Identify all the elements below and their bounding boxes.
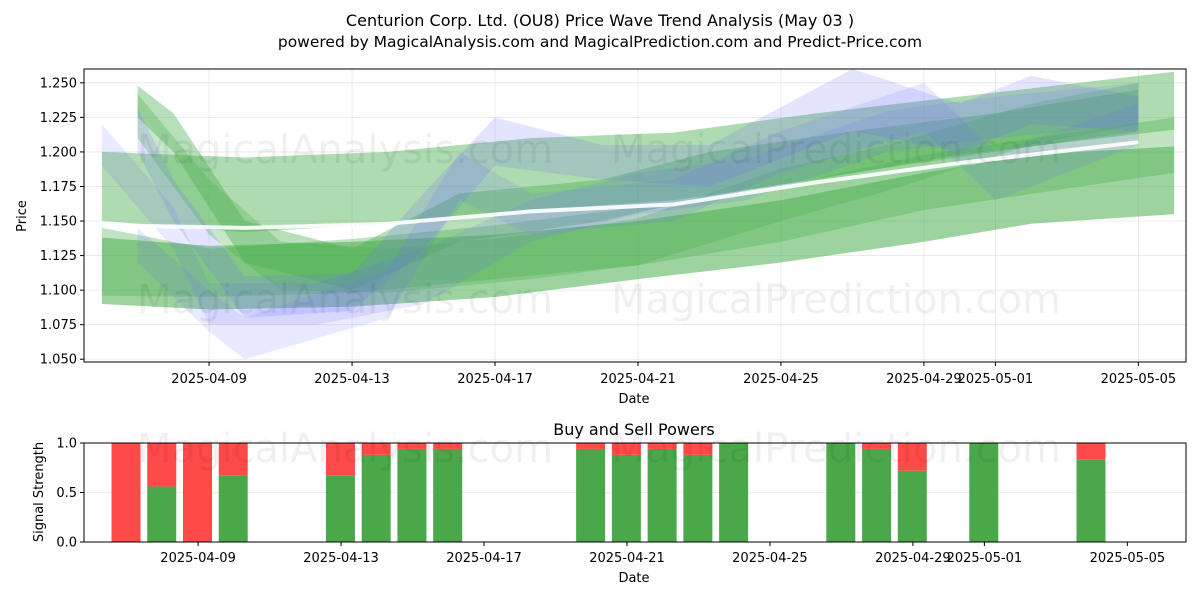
y-tick-label: 1.050	[40, 353, 77, 368]
x-tick-label: 2025-04-13	[303, 551, 379, 566]
green-wave-band-4	[137, 82, 1139, 293]
buy-bar	[361, 454, 391, 542]
sell-bar	[218, 443, 248, 476]
white-trend-line	[101, 140, 1139, 230]
sell-bar	[611, 443, 641, 455]
green-wave-band-3	[137, 85, 1139, 291]
price-axes-frame	[83, 68, 1187, 363]
buy-bar	[576, 448, 606, 542]
sell-bar	[1076, 443, 1106, 460]
sell-bar	[647, 443, 677, 449]
x-tick-label: 2025-05-05	[1090, 551, 1166, 566]
buy-bar	[683, 454, 713, 542]
x-tick-label: 2025-04-29	[875, 551, 951, 566]
x-tick-label: 2025-04-25	[743, 372, 819, 387]
sell-bar	[897, 443, 927, 471]
buy-bar	[147, 486, 177, 542]
price-x-axis-label: Date	[618, 392, 649, 407]
price-panel: MagicalAnalysis.com MagicalPrediction.co…	[15, 68, 1187, 407]
y-tick-label: 1.0	[56, 437, 77, 452]
signal-y-ticks: 0.0 0.5 1.0	[56, 437, 84, 551]
x-tick-label: 2025-04-17	[457, 372, 533, 387]
sell-bar	[433, 443, 463, 449]
y-tick-label: 0.5	[56, 486, 77, 501]
y-tick-label: 1.200	[40, 145, 77, 160]
x-tick-label: 2025-04-21	[589, 551, 665, 566]
buy-bar	[433, 448, 463, 542]
signal-x-axis-label: Date	[618, 571, 649, 586]
watermark-prediction: MagicalPrediction.com	[611, 426, 1061, 472]
buy-bar	[897, 470, 927, 542]
price-x-ticks: 2025-04-09 2025-04-13 2025-04-17 2025-04-21…	[171, 362, 1176, 387]
buy-bar	[719, 443, 749, 542]
y-tick-label: 1.225	[40, 111, 77, 126]
y-tick-label: 1.150	[40, 215, 77, 230]
green-wave-band-0	[101, 71, 1175, 233]
x-tick-label: 2025-04-29	[886, 372, 962, 387]
chart-title: Centurion Corp. Ltd. (OU8) Price Wave Tr…	[346, 11, 854, 30]
buy-bar	[325, 475, 355, 542]
signal-y-axis-label: Signal Strength	[32, 442, 47, 542]
signal-title: Buy and Sell Powers	[553, 420, 715, 439]
buy-bar	[826, 443, 856, 542]
signal-x-ticks: 2025-04-09 2025-04-13 2025-04-17 2025-04-21…	[160, 542, 1165, 566]
x-tick-label: 2025-04-25	[732, 551, 808, 566]
signal-bars	[111, 443, 1106, 542]
y-tick-label: 1.075	[40, 318, 77, 333]
sell-bar	[683, 443, 713, 455]
sell-bar	[325, 443, 355, 476]
x-tick-label: 2025-04-21	[600, 372, 676, 387]
x-tick-label: 2025-04-09	[160, 551, 236, 566]
green-wave-band-2	[101, 146, 1175, 310]
blue-wave-band-7	[101, 82, 1139, 325]
watermark-analysis: MagicalAnalysis.com	[137, 127, 553, 173]
y-tick-label: 1.100	[40, 284, 77, 299]
sell-bar	[361, 443, 391, 455]
buy-bar	[647, 448, 677, 542]
buy-bar	[1076, 459, 1106, 542]
x-tick-label: 2025-05-05	[1101, 372, 1177, 387]
x-tick-label: 2025-05-01	[947, 551, 1023, 566]
price-bands	[101, 69, 1175, 360]
x-tick-label: 2025-04-09	[171, 372, 247, 387]
signal-panel: Buy and Sell Powers MagicalAnalysis.com …	[32, 420, 1187, 586]
watermark-analysis: MagicalAnalysis.com	[137, 277, 553, 323]
watermark-prediction: MagicalPrediction.com	[611, 127, 1061, 173]
x-tick-label: 2025-05-01	[958, 372, 1034, 387]
blue-wave-band-5	[137, 69, 1139, 318]
price-y-ticks: 1.050 1.075 1.100 1.125 1.150 1.175 1.200 1.225…	[40, 76, 84, 368]
sell-bar	[111, 443, 141, 542]
buy-bar	[862, 448, 892, 542]
y-tick-label: 1.125	[40, 249, 77, 264]
buy-bar	[397, 448, 427, 542]
chart-subtitle: powered by MagicalAnalysis.com and Magic…	[278, 33, 922, 51]
buy-bar	[218, 475, 248, 542]
blue-wave-band-6	[137, 82, 1139, 360]
y-tick-label: 1.250	[40, 76, 77, 91]
sell-bar	[576, 443, 606, 449]
sell-bar	[147, 443, 177, 487]
sell-bar	[182, 443, 212, 542]
sell-bar	[397, 443, 427, 449]
price-watermarks: MagicalAnalysis.com MagicalPrediction.co…	[137, 127, 1061, 323]
sell-bar	[862, 443, 892, 449]
x-tick-label: 2025-04-13	[314, 372, 390, 387]
x-tick-label: 2025-04-17	[446, 551, 522, 566]
y-tick-label: 1.175	[40, 180, 77, 195]
watermark-prediction: MagicalPrediction.com	[611, 277, 1061, 323]
buy-bar	[969, 443, 999, 542]
y-tick-label: 0.0	[56, 536, 77, 551]
price-y-axis-label: Price	[15, 200, 30, 232]
watermark-analysis: MagicalAnalysis.com	[137, 426, 553, 472]
buy-bar	[611, 454, 641, 542]
